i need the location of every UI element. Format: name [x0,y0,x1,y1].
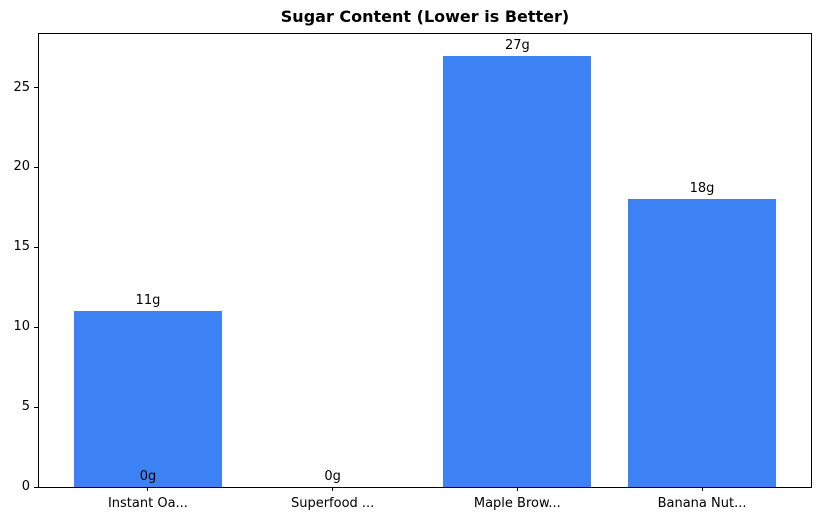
x-axis-tick [701,487,703,491]
y-tick-label: 25 [13,79,30,95]
x-tick-label: Maple Brow... [473,496,561,511]
x-tick-label: Banana Nut... [657,496,747,511]
x-axis-tick [516,487,518,491]
x-tick-label: Superfood ... [290,496,375,511]
y-axis-tick [34,406,38,408]
y-tick-label: 20 [13,159,30,175]
y-tick-label: 15 [13,239,30,255]
x-axis-tick [332,487,334,491]
bar [628,199,776,487]
y-tick-label: 5 [21,399,30,415]
bar [74,311,222,487]
bar-value-label: 0g [324,469,341,484]
y-axis-tick [34,166,38,168]
chart-title: Sugar Content (Lower is Better) [280,7,570,26]
bar-value-label: 11g [135,293,161,309]
bar-value-label: 18g [689,181,715,197]
y-axis-tick [34,246,38,248]
bar-value-label: 27g [504,37,530,53]
y-tick-label: 0 [21,479,30,494]
y-axis-tick [34,486,38,488]
bar [443,55,592,487]
y-axis-tick [34,326,38,328]
x-tick-label: Instant Oa... [107,496,188,511]
y-axis-tick [34,87,38,89]
y-tick-label: 10 [13,319,30,335]
bar-value-label: 0g [139,469,157,484]
plot-area: 0 5 10 15 20 25 Instant Oa... Superfood ... Mapl… [13,33,812,511]
x-axis-tick [147,487,149,491]
